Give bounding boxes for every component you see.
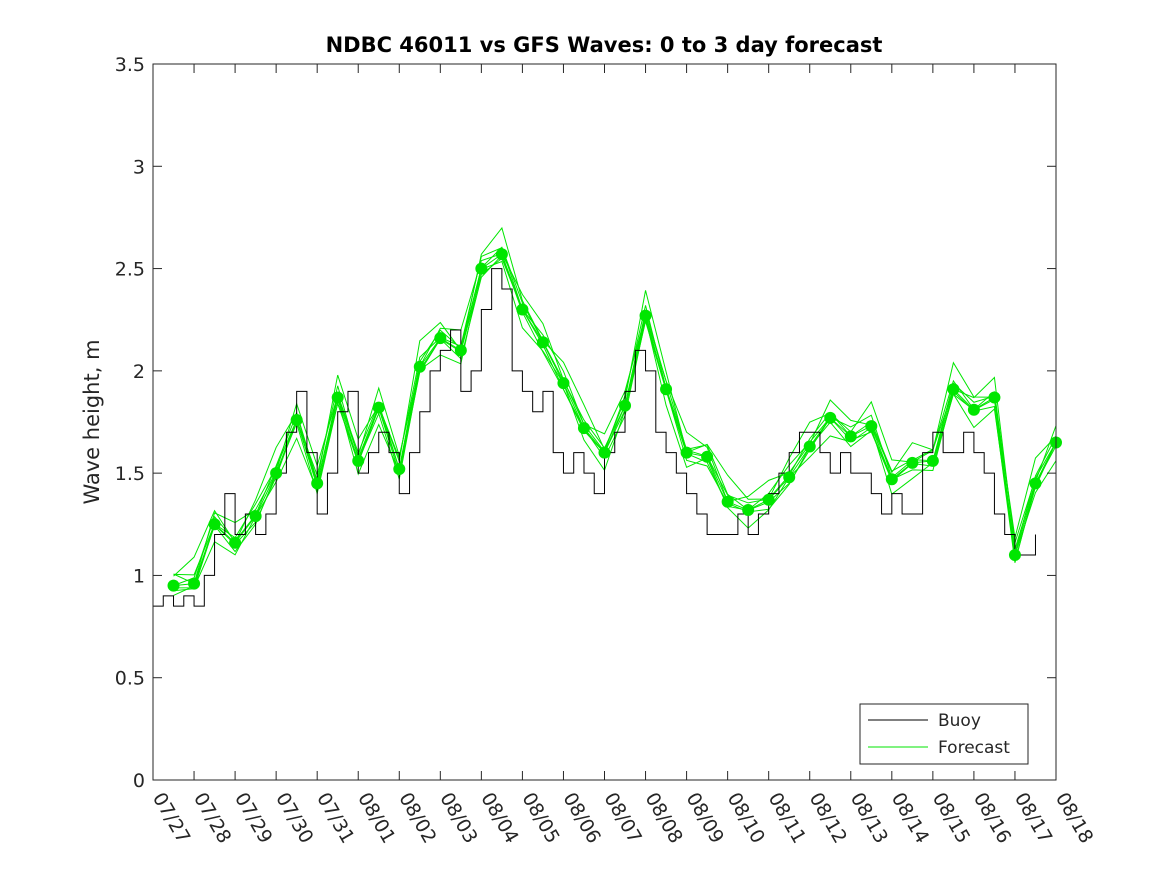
legend-forecast-label: Forecast xyxy=(938,738,1010,758)
forecast-point xyxy=(577,422,590,435)
forecast-point xyxy=(660,383,673,396)
forecast-point xyxy=(598,446,611,459)
chart-title: NDBC 46011 vs GFS Waves: 0 to 3 day fore… xyxy=(326,33,883,57)
forecast-point xyxy=(413,360,426,373)
buoy-line xyxy=(153,268,1036,607)
y-tick-label: 2 xyxy=(133,361,145,383)
forecast-point xyxy=(742,503,755,516)
forecast-point xyxy=(1008,548,1021,561)
y-tick-label: 0 xyxy=(133,770,145,792)
forecast-point xyxy=(721,495,734,508)
forecast-point xyxy=(536,336,549,349)
forecast-point xyxy=(988,391,1001,404)
forecast-point xyxy=(967,403,980,416)
y-tick-label: 3.5 xyxy=(115,54,145,76)
y-tick-label: 3 xyxy=(133,156,145,178)
forecast-line xyxy=(173,252,1057,585)
forecast-point xyxy=(926,454,939,467)
forecast-point xyxy=(167,579,180,592)
forecast-point xyxy=(557,377,570,390)
forecast-point xyxy=(762,493,775,506)
forecast-point xyxy=(844,430,857,443)
y-tick-label: 1.5 xyxy=(115,463,145,485)
forecast-point xyxy=(290,413,303,426)
y-axis-label: Wave height, m xyxy=(80,339,104,504)
forecast-point xyxy=(434,332,447,345)
forecast-point xyxy=(208,518,221,531)
forecast-point xyxy=(393,463,406,476)
forecast-point xyxy=(639,309,652,322)
forecast-point xyxy=(311,477,324,490)
forecast-point xyxy=(1029,477,1042,490)
forecast-point xyxy=(331,391,344,404)
forecast-point xyxy=(229,536,242,549)
forecast-point xyxy=(352,454,365,467)
plot-area xyxy=(153,226,1062,607)
forecast-point xyxy=(475,262,488,275)
forecast-point xyxy=(701,450,714,463)
forecast-point xyxy=(619,399,632,412)
forecast-point xyxy=(372,401,385,414)
forecast-point xyxy=(270,467,283,480)
y-tick-label: 0.5 xyxy=(115,668,145,690)
legend-box xyxy=(859,703,1029,765)
forecast-point xyxy=(249,510,262,523)
forecast-point xyxy=(824,411,837,424)
forecast-point xyxy=(516,303,529,316)
legend-buoy-label: Buoy xyxy=(938,711,981,731)
y-tick-label: 1 xyxy=(133,565,145,587)
forecast-point xyxy=(783,471,796,484)
forecast-point xyxy=(885,473,898,486)
forecast-point xyxy=(865,420,878,433)
forecast-point xyxy=(188,577,201,590)
y-tick-label: 2.5 xyxy=(115,259,145,281)
legend: Buoy Forecast xyxy=(859,703,1029,765)
forecast-point xyxy=(947,383,960,396)
forecast-point xyxy=(495,248,508,261)
y-axis: 0 0.5 1 1.5 2 2.5 3 3.5 xyxy=(115,54,1056,792)
forecast-point xyxy=(454,344,467,357)
forecast-point xyxy=(803,440,816,453)
forecast-point xyxy=(906,456,919,469)
forecast-point xyxy=(680,446,693,459)
